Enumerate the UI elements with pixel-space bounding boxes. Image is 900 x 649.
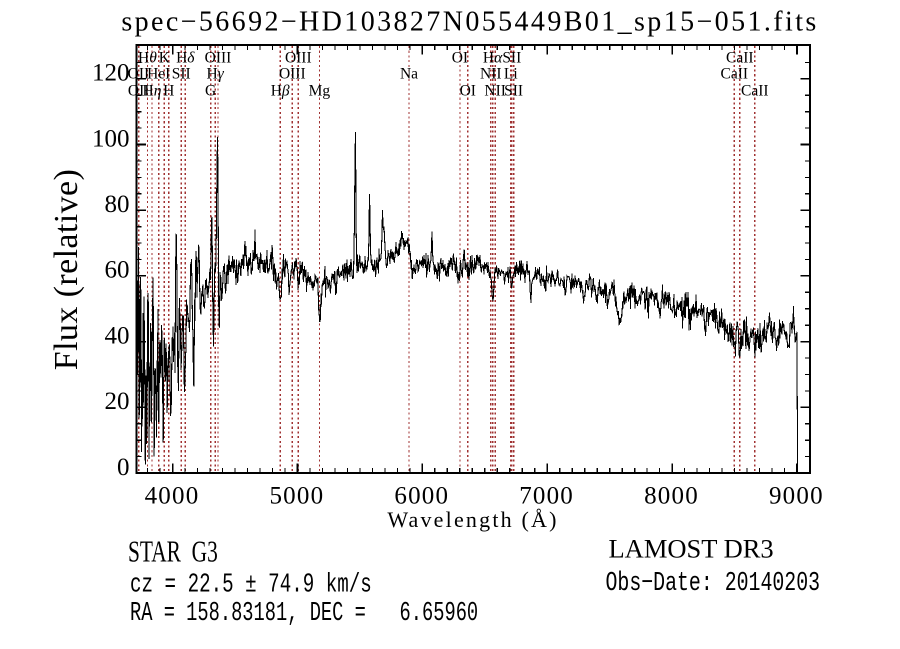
svg-text:7000: 7000 [519,483,574,510]
svg-text:NII: NII [480,66,502,83]
svg-text:20: 20 [105,388,130,415]
svg-text:5000: 5000 [269,483,324,510]
svg-text:LAMOST DR3: LAMOST DR3 [609,534,774,564]
svg-text:8000: 8000 [644,483,699,510]
svg-text:STAR G3: STAR G3 [128,533,218,568]
svg-text:OI: OI [452,50,468,67]
svg-text:100: 100 [92,125,130,152]
svg-text:Obs−Date: 20140203: Obs−Date: 20140203 [606,568,821,599]
svg-text:Na: Na [400,66,418,83]
svg-text:OIII: OIII [205,50,232,67]
svg-text:G: G [205,83,216,100]
svg-text:Hβ: Hβ [271,83,290,100]
svg-text:Li: Li [504,66,518,83]
svg-text:Wavelength (Å): Wavelength (Å) [387,507,558,532]
svg-text:Hα: Hα [483,50,503,67]
svg-text:K: K [159,50,171,67]
svg-text:OII: OII [128,66,150,83]
svg-text:SII: SII [504,83,523,100]
svg-text:cz = 22.5 ± 74.9 km/s: cz = 22.5 ± 74.9 km/s [130,571,372,601]
svg-text:Flux (relative): Flux (relative) [48,169,85,370]
svg-text:9000: 9000 [769,483,824,510]
svg-text:Hη: Hη [143,83,162,100]
svg-text:HeI: HeI [147,66,170,83]
svg-text:CaII: CaII [721,66,749,83]
svg-text:Hδ: Hδ [176,50,195,67]
svg-text:RA = 158.83181, DEC = 6.6596: RA = 158.83181, DEC = 6.65960 [130,598,478,628]
svg-text:CaII: CaII [741,83,769,100]
svg-text:40: 40 [105,322,130,349]
svg-text:H: H [163,83,174,100]
svg-text:OI: OI [460,83,476,100]
svg-text:Hγ: Hγ [206,66,224,83]
svg-text:6000: 6000 [394,483,449,510]
svg-text:4000: 4000 [145,483,200,510]
svg-text:CaII: CaII [726,50,754,67]
svg-text:120: 120 [92,60,130,87]
svg-text:SII: SII [502,50,521,67]
svg-text:Mg: Mg [309,83,331,100]
svg-text:SII: SII [172,66,191,83]
svg-text:OII: OII [128,83,150,100]
svg-text:NII: NII [484,83,506,100]
svg-text:OIII: OIII [279,66,306,83]
svg-text:0: 0 [117,454,130,481]
svg-text:60: 60 [105,257,130,284]
svg-text:OIII: OIII [285,50,312,67]
svg-text:80: 80 [105,191,130,218]
svg-text:Hθ: Hθ [138,50,157,67]
svg-text:spec−56692−HD103827N055449B01_: spec−56692−HD103827N055449B01_sp15−051.f… [121,7,818,38]
